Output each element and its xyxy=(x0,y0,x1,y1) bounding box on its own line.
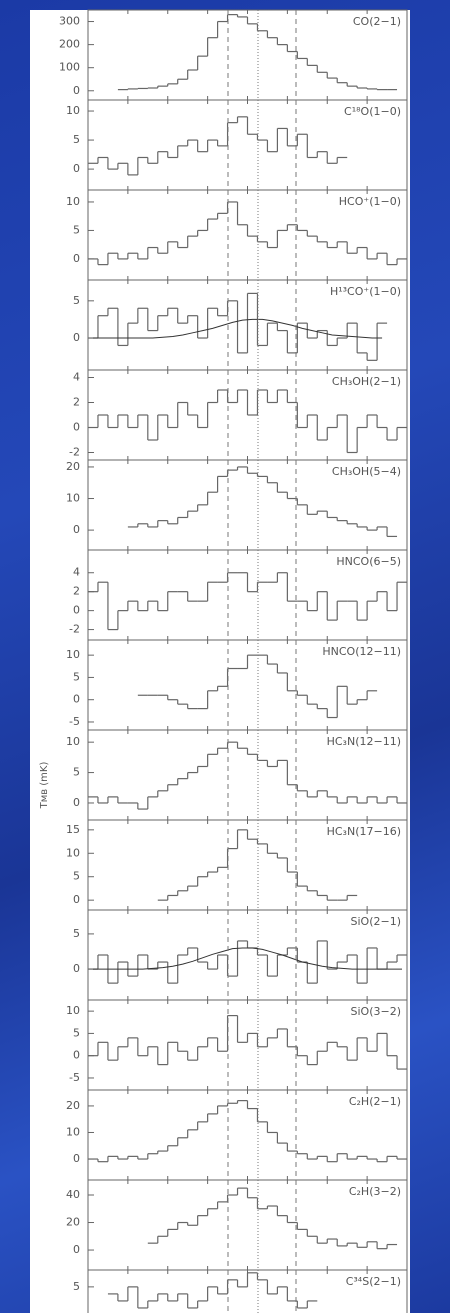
y-tick-label: 5 xyxy=(73,927,80,940)
line-label: CH₃OH(2−1) xyxy=(332,375,401,388)
y-tick-label: 0 xyxy=(73,1049,80,1062)
y-tick-label: 10 xyxy=(66,104,80,117)
y-tick-label: 0 xyxy=(73,1152,80,1165)
y-tick-label: 200 xyxy=(59,38,80,51)
y-tick-label: 300 xyxy=(59,15,80,28)
line-label: CO(2−1) xyxy=(353,15,401,28)
line-label: C₂H(2−1) xyxy=(349,1095,401,1108)
line-label: SiO(3−2) xyxy=(351,1005,402,1018)
y-tick-label: 5 xyxy=(73,870,80,883)
y-tick-label: 5 xyxy=(73,223,80,236)
y-tick-label: 0 xyxy=(73,962,80,975)
y-tick-label: 5 xyxy=(73,766,80,779)
line-label: HNCO(12−11) xyxy=(322,645,401,658)
y-tick-label: -5 xyxy=(69,1071,80,1084)
y-tick-label: 5 xyxy=(73,670,80,683)
y-tick-label: 10 xyxy=(66,735,80,748)
y-tick-label: 100 xyxy=(59,61,80,74)
y-tick-label: 10 xyxy=(66,1004,80,1017)
line-label: H¹³CO⁺(1−0) xyxy=(330,285,401,298)
line-label: C₂H(3−2) xyxy=(349,1185,401,1198)
y-tick-label: 10 xyxy=(66,195,80,208)
y-tick-label: 0 xyxy=(73,796,80,809)
line-label: HC₃N(17−16) xyxy=(327,825,401,838)
y-tick-label: 20 xyxy=(66,1099,80,1112)
y-axis-label: Tᴍʙ (mK) xyxy=(39,762,50,810)
y-tick-label: 0 xyxy=(73,604,80,617)
y-tick-label: 0 xyxy=(73,421,80,434)
y-tick-label: 0 xyxy=(73,1243,80,1256)
y-tick-label: -2 xyxy=(69,623,80,636)
y-tick-label: 5 xyxy=(73,1026,80,1039)
figure-background xyxy=(30,10,410,1313)
line-label: HNCO(6−5) xyxy=(336,555,401,568)
y-tick-label: 10 xyxy=(66,648,80,661)
y-tick-label: 20 xyxy=(66,1216,80,1229)
y-tick-label: 0 xyxy=(73,252,80,265)
line-label: HC₃N(12−11) xyxy=(327,735,401,748)
y-tick-label: 2 xyxy=(73,396,80,409)
y-tick-label: 40 xyxy=(66,1188,80,1201)
line-label: C¹⁸O(1−0) xyxy=(344,105,401,118)
y-tick-label: 2 xyxy=(73,585,80,598)
y-tick-label: 0 xyxy=(73,893,80,906)
y-tick-label: 4 xyxy=(73,566,80,579)
gaussian-fit xyxy=(92,318,383,339)
y-tick-label: -2 xyxy=(69,446,80,459)
y-tick-label: -5 xyxy=(69,715,80,728)
y-tick-label: 5 xyxy=(73,294,80,307)
y-tick-label: 4 xyxy=(73,371,80,384)
y-tick-label: 0 xyxy=(73,693,80,706)
y-tick-label: 0 xyxy=(73,331,80,344)
line-label: C³⁴S(2−1) xyxy=(346,1275,401,1288)
y-tick-label: 0 xyxy=(73,84,80,97)
y-tick-label: 10 xyxy=(66,1125,80,1138)
line-label: CH₃OH(5−4) xyxy=(332,465,401,478)
y-tick-label: 0 xyxy=(73,523,80,536)
y-tick-label: 10 xyxy=(66,846,80,859)
y-tick-label: 15 xyxy=(66,823,80,836)
y-tick-label: 0 xyxy=(73,162,80,175)
y-tick-label: 5 xyxy=(73,1280,80,1293)
line-label: SiO(2−1) xyxy=(351,915,402,928)
line-label: HCO⁺(1−0) xyxy=(339,195,401,208)
y-tick-label: 20 xyxy=(66,460,80,473)
y-tick-label: 10 xyxy=(66,492,80,505)
y-tick-label: 5 xyxy=(73,133,80,146)
gaussian-fit xyxy=(92,947,403,970)
